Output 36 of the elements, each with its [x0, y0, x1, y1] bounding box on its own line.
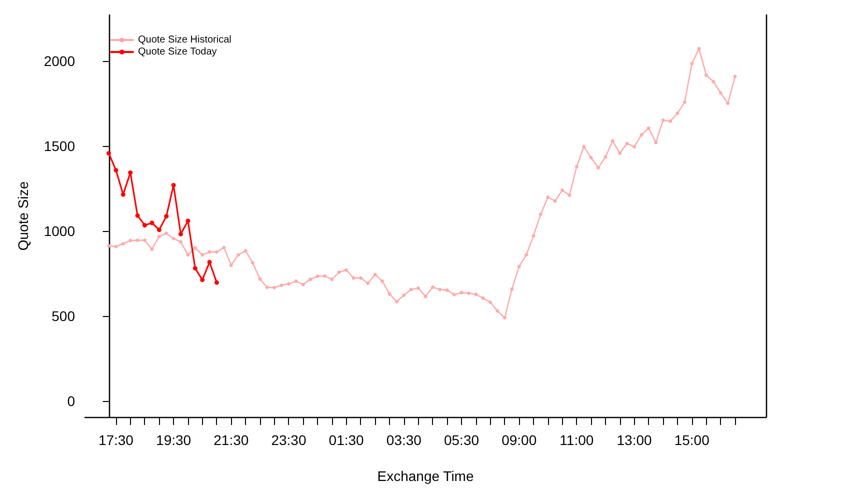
- x-tick-label: 21:30: [214, 432, 249, 448]
- point: [114, 168, 118, 172]
- y-axis-title: Quote Size: [15, 181, 31, 251]
- point: [156, 228, 162, 232]
- point: [171, 182, 176, 188]
- point: [192, 266, 198, 271]
- x-tick-label: 05:30: [444, 432, 480, 448]
- point: [178, 232, 183, 236]
- y-tick-label: 500: [52, 308, 76, 324]
- y-tick-label: 2000: [44, 52, 76, 69]
- x-tick-label: 23:30: [271, 432, 306, 448]
- x-tick-label: 09:00: [502, 432, 537, 448]
- point: [164, 214, 169, 219]
- point: [135, 213, 140, 218]
- point: [150, 220, 154, 226]
- x-tick-label: 19:30: [156, 432, 192, 448]
- y-tick-label: 1000: [44, 222, 76, 239]
- legend-label: Quote Size Historical: [138, 34, 232, 46]
- point: [142, 223, 147, 228]
- point: [214, 280, 219, 285]
- x-tick-label: 01:30: [328, 432, 364, 448]
- x-tick-label: 13:00: [616, 432, 652, 448]
- legend-label: Quote Size Today: [138, 46, 217, 58]
- y-tick-label: 0: [67, 392, 76, 409]
- x-tick-label: 11:00: [560, 432, 594, 448]
- x-tick-label: 03:30: [386, 432, 422, 448]
- x-tick-label: 15:00: [674, 432, 710, 448]
- point: [128, 170, 133, 175]
- point: [106, 150, 112, 156]
- point: [186, 218, 190, 224]
- point: [200, 278, 205, 282]
- x-tick-label: 17:30: [98, 432, 134, 448]
- y-tick-label: 1500: [44, 138, 76, 154]
- x-axis-title: Exchange Time: [377, 468, 474, 484]
- point: [207, 260, 212, 264]
- point: [120, 192, 126, 197]
